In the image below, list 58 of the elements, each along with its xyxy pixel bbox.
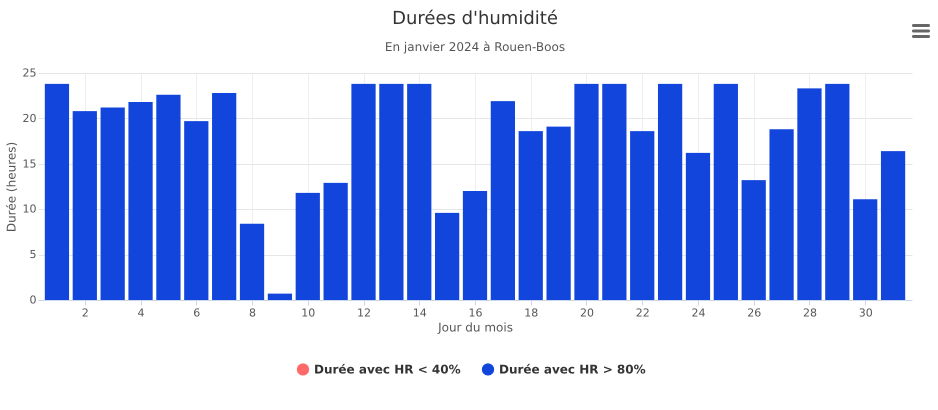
x-tick-label: 4 (138, 306, 145, 320)
bar (268, 294, 292, 300)
x-tick-label: 10 (301, 306, 316, 320)
bar (184, 121, 208, 300)
bar (518, 131, 543, 300)
x-tick-label: 28 (802, 306, 817, 320)
bar (853, 199, 878, 300)
bar (128, 102, 153, 300)
bar (742, 180, 766, 300)
y-tick-label: 15 (22, 157, 36, 170)
y-axis-title: Durée (heures) (4, 142, 19, 232)
bar (686, 152, 710, 300)
x-tick-label: 26 (747, 306, 762, 320)
bar (462, 191, 488, 300)
x-tick-label: 22 (636, 306, 650, 320)
x-tick-label: 24 (691, 306, 706, 320)
y-tick-label: 5 (30, 248, 36, 262)
bar (156, 94, 181, 300)
x-tick-label: 8 (249, 306, 256, 320)
x-tick-label: 2 (82, 306, 89, 320)
legend-label: Durée avec HR > 80% (499, 362, 646, 376)
bar (574, 84, 599, 300)
x-tick-label: 18 (524, 306, 538, 320)
bar (546, 126, 571, 300)
legend-label: Durée avec HR < 40% (314, 362, 461, 376)
x-axis-title: Jour du mois (437, 320, 513, 334)
bar (72, 111, 97, 300)
chart-title: Durées d'humidité (392, 8, 558, 29)
chart-subtitle: En janvier 2024 à Rouen-Boos (384, 40, 566, 54)
y-tick-label: 20 (22, 112, 36, 125)
bar (296, 192, 320, 300)
bar (100, 108, 125, 300)
bar (212, 92, 236, 300)
bar (797, 88, 822, 300)
bar (351, 84, 376, 300)
bar (44, 84, 70, 300)
bar (825, 84, 850, 300)
x-tick-label: 14 (412, 306, 427, 320)
x-tick-label: 20 (580, 306, 594, 320)
bar (769, 129, 794, 300)
x-tick-label: 30 (858, 306, 873, 320)
bar (324, 182, 348, 300)
x-tick-label: 12 (357, 306, 372, 320)
bar (379, 84, 404, 300)
x-tick-label: 6 (193, 306, 200, 320)
bar (490, 101, 515, 300)
bar (714, 84, 738, 300)
bar (240, 224, 264, 300)
bar (630, 131, 654, 300)
bar (658, 84, 682, 300)
bar (435, 212, 460, 300)
bar (407, 84, 432, 300)
y-tick-label: 0 (30, 294, 36, 306)
y-tick-label: 25 (22, 66, 36, 80)
x-tick-label: 16 (468, 306, 482, 320)
y-tick-label: 10 (22, 202, 36, 216)
bar (602, 84, 626, 300)
bar (880, 151, 906, 300)
